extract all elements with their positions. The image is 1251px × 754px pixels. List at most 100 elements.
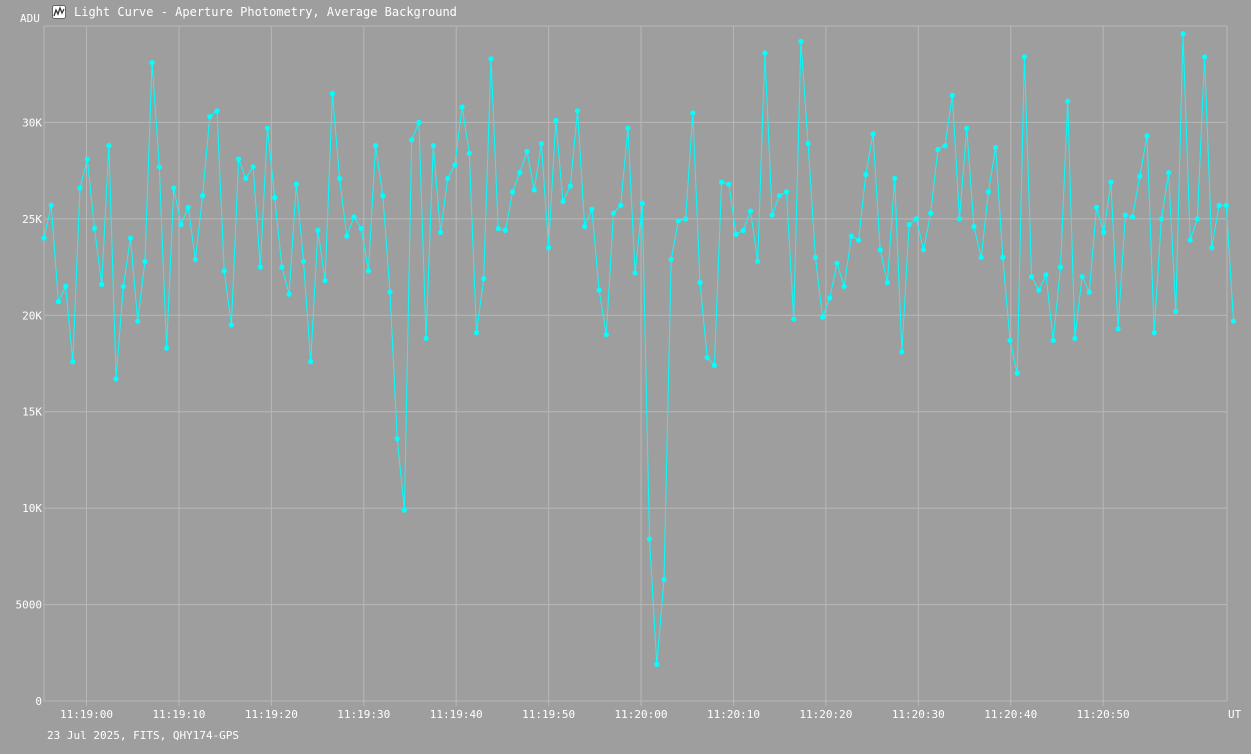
data-point xyxy=(250,164,256,170)
data-point xyxy=(964,125,970,131)
data-point xyxy=(985,189,992,195)
data-point xyxy=(877,247,883,253)
data-point xyxy=(1101,229,1107,235)
data-point xyxy=(1216,202,1222,208)
data-point xyxy=(437,229,444,235)
data-point xyxy=(192,256,198,262)
data-point xyxy=(329,90,335,97)
footer-info: 23 Jul 2025, FITS, QHY174-GPS xyxy=(47,729,240,742)
data-point xyxy=(546,245,552,251)
data-point xyxy=(481,276,487,282)
data-point xyxy=(243,175,249,181)
data-point xyxy=(798,38,804,45)
data-point xyxy=(1122,212,1128,218)
data-point xyxy=(928,210,934,216)
data-point xyxy=(574,108,581,114)
data-point xyxy=(1000,254,1006,260)
x-tick-label: 11:20:40 xyxy=(984,708,1037,721)
data-point xyxy=(452,162,458,168)
data-point xyxy=(899,349,905,355)
data-point xyxy=(106,143,112,149)
data-point xyxy=(207,114,213,120)
data-point xyxy=(1043,272,1049,278)
data-point xyxy=(365,268,371,274)
data-point xyxy=(913,216,919,222)
y-axis-tick-labels: 0 5000 10K 15K 20K 25K 30K xyxy=(16,116,43,708)
data-point xyxy=(344,233,350,239)
data-point xyxy=(755,258,761,264)
data-point xyxy=(1036,287,1042,293)
data-point xyxy=(41,235,47,241)
data-point xyxy=(1072,335,1078,341)
window-title: Light Curve - Aperture Photometry, Avera… xyxy=(74,5,457,19)
data-point xyxy=(935,146,941,152)
data-point xyxy=(337,175,343,181)
data-point xyxy=(99,281,105,287)
data-point xyxy=(949,92,955,98)
data-point xyxy=(906,222,912,228)
data-point xyxy=(315,227,321,233)
data-point xyxy=(300,258,307,264)
y-tick-label: 10K xyxy=(22,502,42,515)
data-point xyxy=(783,189,790,195)
data-point xyxy=(567,183,573,189)
data-point xyxy=(221,268,227,274)
data-point xyxy=(956,216,963,222)
data-point xyxy=(582,224,588,230)
data-point xyxy=(1086,289,1092,295)
data-point xyxy=(91,225,98,232)
data-point xyxy=(625,125,631,131)
data-point xyxy=(214,108,220,114)
data-point xyxy=(135,318,141,324)
title-bar: Light Curve - Aperture Photometry, Avera… xyxy=(52,4,457,20)
data-point xyxy=(920,247,927,253)
x-axis-tick-labels: 11:19:00 11:19:10 11:19:20 11:19:30 11:19:40… xyxy=(60,708,1130,721)
x-tick-label: 11:19:20 xyxy=(245,708,298,721)
x-tick-label: 11:20:50 xyxy=(1077,708,1130,721)
data-point xyxy=(747,208,754,214)
data-point xyxy=(618,202,624,208)
data-point xyxy=(805,141,811,147)
data-point xyxy=(856,237,862,243)
data-point xyxy=(668,256,674,262)
data-point xyxy=(1137,173,1143,179)
data-point xyxy=(236,156,242,162)
series-line xyxy=(43,33,1234,665)
data-point xyxy=(1014,370,1020,376)
data-point xyxy=(697,279,703,286)
data-point xyxy=(257,264,263,270)
data-point xyxy=(185,204,191,210)
data-point xyxy=(726,181,732,187)
data-point xyxy=(84,156,90,162)
data-point xyxy=(632,270,638,276)
data-point xyxy=(812,254,819,260)
y-axis-label: ADU xyxy=(20,12,40,25)
data-point xyxy=(1093,204,1100,210)
data-point xyxy=(560,198,566,205)
data-point xyxy=(1166,170,1172,176)
y-tick-label: 5000 xyxy=(16,599,43,612)
x-tick-label: 11:19:50 xyxy=(522,708,575,721)
data-point xyxy=(1057,264,1064,270)
data-point xyxy=(473,330,480,336)
data-point xyxy=(1202,54,1208,60)
data-point xyxy=(466,150,472,156)
data-point xyxy=(1230,318,1237,324)
data-point xyxy=(683,216,689,222)
data-point xyxy=(834,260,840,266)
data-point xyxy=(1108,179,1114,185)
data-point xyxy=(430,143,436,149)
data-point xyxy=(171,185,177,191)
data-point xyxy=(884,279,891,286)
data-point xyxy=(264,125,271,131)
data-point xyxy=(1151,330,1157,336)
data-point xyxy=(164,345,170,351)
data-point xyxy=(524,148,530,154)
data-point xyxy=(387,289,393,295)
x-tick-label: 11:19:30 xyxy=(337,708,390,721)
y-tick-label: 30K xyxy=(22,116,42,129)
grid-lines xyxy=(43,25,1228,706)
data-point xyxy=(394,436,400,442)
y-tick-label: 25K xyxy=(22,213,42,226)
